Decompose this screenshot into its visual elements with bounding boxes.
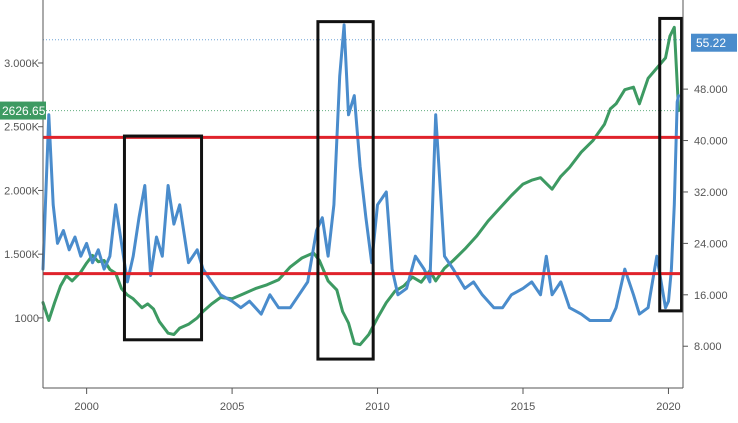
highlight-box-3 xyxy=(658,16,684,313)
series-line-right xyxy=(41,23,681,322)
y-right-tick-label: 32.000 xyxy=(694,187,728,199)
last-value-label-left: 2626.65 xyxy=(2,104,46,118)
x-tick-label: 2015 xyxy=(511,401,535,413)
x-tick-label: 2010 xyxy=(365,401,389,413)
y-right-tick-label: 40.000 xyxy=(694,136,728,148)
y-left-tick-label: 3.000K xyxy=(4,58,40,70)
x-tick-label: 2000 xyxy=(74,401,98,413)
highlight-box-2 xyxy=(316,20,375,361)
y-left-tick-label: 2.000K xyxy=(4,185,40,197)
last-value-badge-left xyxy=(0,101,46,120)
series-layer xyxy=(41,23,681,347)
y-left-tick-label: 1000 xyxy=(15,313,39,325)
axes-layer xyxy=(38,0,688,394)
last-value-badge-right xyxy=(691,33,737,52)
grid-layer xyxy=(43,39,683,112)
last-value-label-right: 55.22 xyxy=(696,36,726,50)
labels-layer: 2000 2005 2010 2015 2020 1000 1.500K 2.000K 2.50… xyxy=(0,33,737,413)
series-line-left xyxy=(41,25,681,347)
x-tick-label: 2020 xyxy=(656,401,680,413)
y-right-tick-label: 48.000 xyxy=(694,84,728,96)
highlight-box-1 xyxy=(122,134,204,342)
x-tick-label: 2005 xyxy=(220,401,244,413)
y-right-tick-label: 8.000 xyxy=(694,341,722,353)
y-left-tick-label: 1.500K xyxy=(4,249,40,261)
reference-lines-layer xyxy=(43,135,680,276)
y-right-tick-label: 16.000 xyxy=(694,290,728,302)
y-right-tick-label: 24.000 xyxy=(694,238,728,250)
highlight-boxes-layer xyxy=(122,16,684,361)
y-left-tick-label: 2.500K xyxy=(4,122,40,134)
